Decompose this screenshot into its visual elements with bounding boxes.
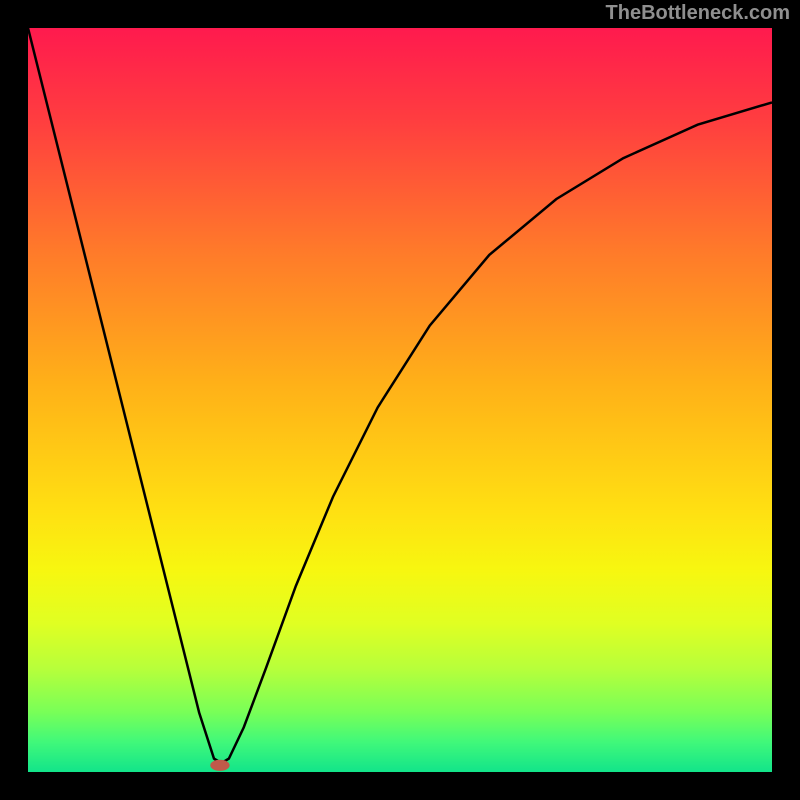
min-marker <box>210 760 229 771</box>
chart-frame: TheBottleneck.com <box>0 0 800 800</box>
curve-svg <box>28 28 772 772</box>
plot-area <box>28 28 772 772</box>
bottleneck-curve <box>28 28 772 763</box>
watermark-text: TheBottleneck.com <box>606 2 790 25</box>
